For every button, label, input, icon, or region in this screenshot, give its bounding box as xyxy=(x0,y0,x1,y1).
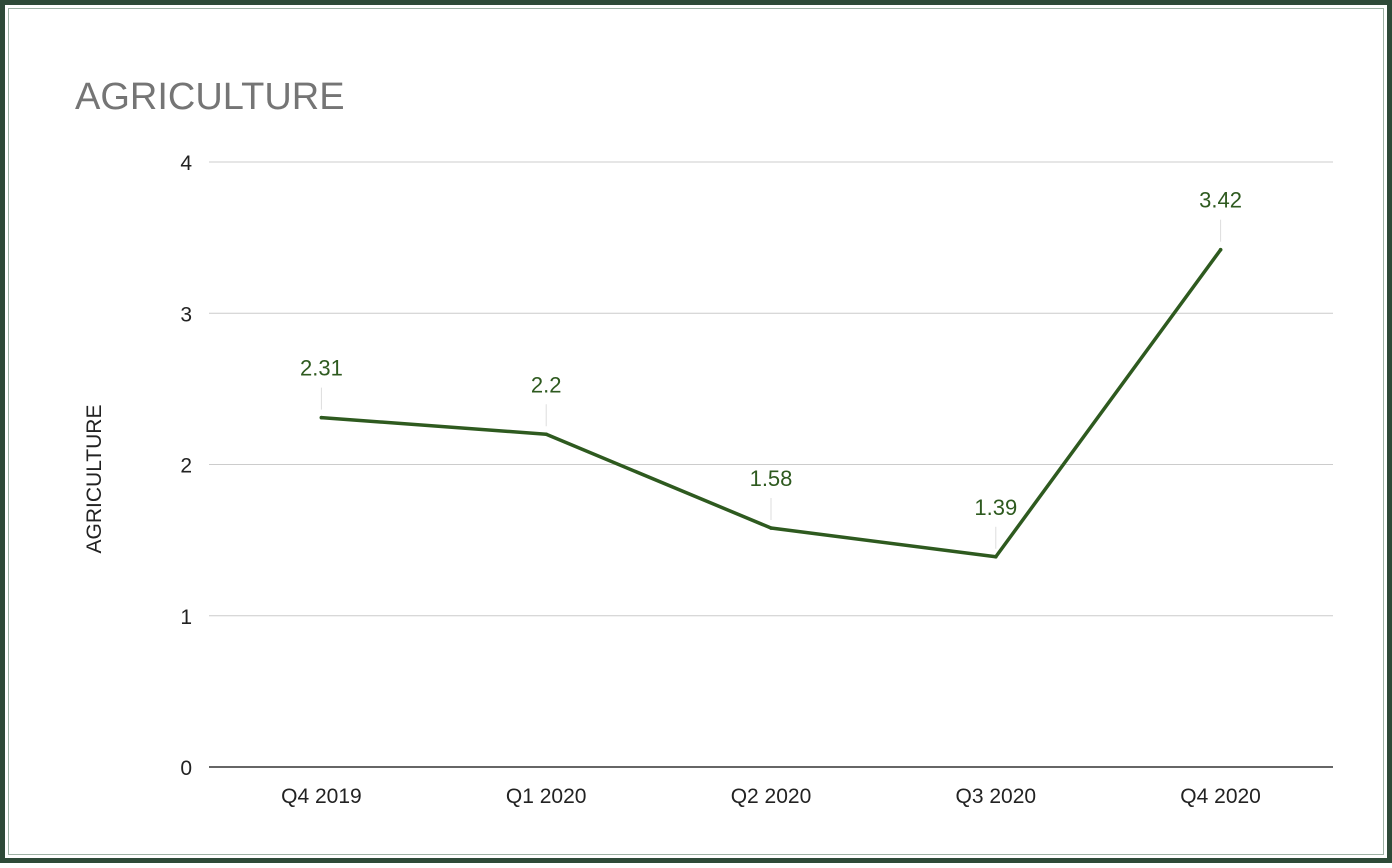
y-tick-label: 0 xyxy=(180,757,192,780)
data-point xyxy=(319,415,324,420)
y-tick-label: 3 xyxy=(180,303,192,326)
y-tick-label: 2 xyxy=(180,455,192,478)
x-tick-label: Q2 2020 xyxy=(731,785,812,808)
data-point xyxy=(769,526,773,530)
data-point xyxy=(1218,247,1223,252)
data-label: 2.31 xyxy=(300,356,343,381)
x-tick-label: Q3 2020 xyxy=(956,785,1037,808)
line-chart: AGRICULTURE AGRICULTURE 0 1 2 3 4 Q4 2019 Q1 … xyxy=(75,76,1333,808)
series-agriculture xyxy=(319,247,1223,559)
data-label: 1.58 xyxy=(750,466,793,491)
y-tick-label: 1 xyxy=(180,606,192,629)
y-tick-label: 4 xyxy=(180,152,192,175)
x-tick-label: Q4 2019 xyxy=(281,785,362,808)
data-labels: 2.31 2.2 1.58 1.39 3.42 xyxy=(300,188,1242,549)
x-tick-label: Q1 2020 xyxy=(506,785,587,808)
data-label: 2.2 xyxy=(531,372,562,397)
data-point xyxy=(544,432,548,437)
x-axis-ticks: Q4 2019 Q1 2020 Q2 2020 Q3 2020 Q4 2020 xyxy=(281,785,1261,808)
y-axis-label: AGRICULTURE xyxy=(83,405,106,554)
y-axis-ticks: 0 1 2 3 4 xyxy=(180,152,192,780)
x-tick-label: Q4 2020 xyxy=(1180,785,1261,808)
data-point xyxy=(994,554,998,559)
data-label: 1.39 xyxy=(974,495,1017,520)
chart-title: AGRICULTURE xyxy=(75,76,345,118)
data-label: 3.42 xyxy=(1199,188,1242,213)
gridlines xyxy=(209,161,1333,768)
